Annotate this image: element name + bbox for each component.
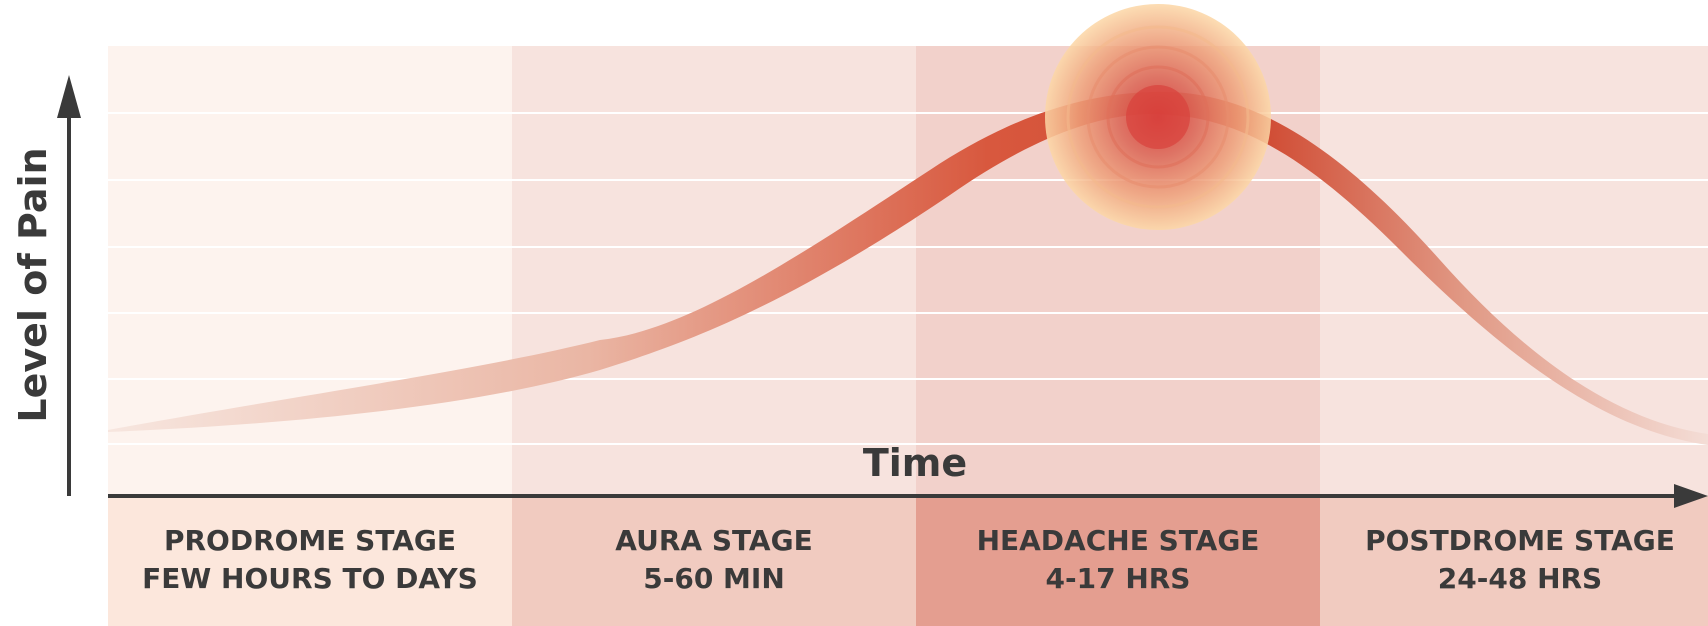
peak-core — [1126, 85, 1190, 149]
label-box-aura — [512, 496, 916, 626]
label-box-postdrome — [1320, 496, 1708, 626]
x-axis-title: Time — [863, 441, 967, 485]
stage-duration-prodrome: FEW HOURS TO DAYS — [142, 562, 478, 595]
x-axis-arrow-icon — [1674, 484, 1708, 508]
y-axis-arrow-icon — [57, 75, 81, 118]
stage-name-aura: AURA STAGE — [615, 524, 812, 557]
label-box-prodrome — [108, 496, 512, 626]
peak-ring — [1086, 45, 1230, 189]
band-aura — [512, 46, 916, 496]
stage-labels: PRODROME STAGE FEW HOURS TO DAYS AURA ST… — [142, 524, 1675, 595]
label-box-headache — [916, 496, 1320, 626]
pain-curve — [108, 91, 1708, 445]
stage-label-boxes — [108, 496, 1708, 626]
stage-duration-headache: 4-17 HRS — [1046, 562, 1191, 595]
stage-duration-aura: 5-60 MIN — [643, 562, 785, 595]
peak-glow — [1045, 4, 1271, 230]
stage-name-prodrome: PRODROME STAGE — [164, 524, 456, 557]
stage-duration-postdrome: 24-48 HRS — [1438, 562, 1602, 595]
y-axis-title: Level of Pain — [11, 147, 55, 422]
axes — [57, 75, 1708, 508]
stage-bands — [108, 46, 1708, 496]
peak-ring — [1066, 25, 1250, 209]
stage-name-postdrome: POSTDROME STAGE — [1365, 524, 1675, 557]
grid-lines — [108, 112, 1708, 445]
peak-ring — [1106, 65, 1210, 169]
stage-name-headache: HEADACHE STAGE — [977, 524, 1260, 557]
